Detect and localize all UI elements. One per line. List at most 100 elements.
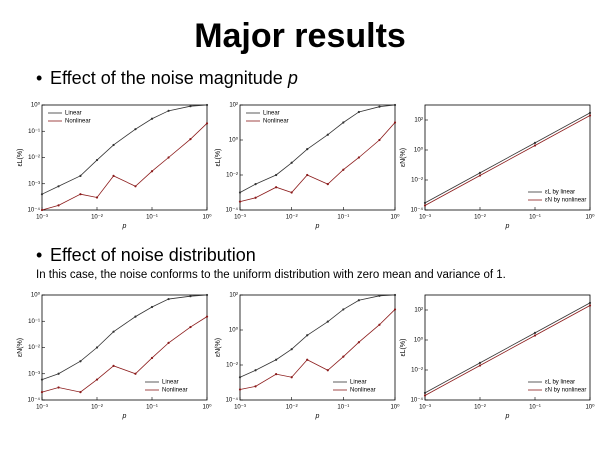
y-tick-label: 10⁻² — [411, 368, 423, 374]
legend-label: εN by nonlinear — [545, 388, 586, 394]
x-tick-label: 10⁻¹ — [529, 405, 541, 411]
data-point — [378, 105, 381, 108]
y-tick-label: 10² — [229, 103, 238, 109]
data-point — [423, 391, 427, 394]
y-axis-label: εN(%) — [17, 338, 24, 357]
x-axis-label: p — [315, 413, 320, 420]
data-point — [393, 293, 397, 297]
x-axis-label: p — [122, 223, 127, 230]
bullet-variable: p — [287, 68, 298, 88]
data-point — [167, 156, 170, 159]
x-tick-label: 10⁰ — [585, 404, 595, 411]
data-point — [533, 331, 537, 334]
data-point — [150, 117, 154, 120]
data-point — [306, 358, 309, 361]
data-point — [342, 121, 345, 124]
x-tick-label: 10⁻¹ — [337, 405, 349, 411]
data-point — [290, 191, 293, 194]
series-line — [41, 123, 208, 211]
y-axis-label: εN(%) — [215, 338, 222, 357]
legend-label: εL by linear — [545, 190, 575, 196]
data-point — [290, 348, 293, 351]
data-point — [275, 186, 278, 189]
y-tick-label: 10⁻² — [28, 345, 40, 351]
y-tick-label: 10⁰ — [31, 292, 41, 299]
x-tick-label: 10⁰ — [585, 214, 595, 221]
x-axis-label: p — [505, 413, 510, 420]
legend-label: Nonlinear — [162, 388, 188, 394]
legend-label: εN by nonlinear — [545, 198, 586, 204]
legend-label: Linear — [162, 380, 179, 386]
y-tick-label: 10⁻⁴ — [411, 397, 424, 404]
data-point — [79, 360, 82, 363]
data-point — [275, 358, 278, 361]
chart: 10⁻³ 10⁻² 10⁻¹ 10⁰10⁻⁴10⁻³10⁻²10⁻¹10⁰pεN(%)… — [17, 292, 212, 420]
data-point — [79, 390, 82, 394]
y-tick-label: 10⁰ — [229, 327, 239, 334]
data-point — [478, 174, 482, 177]
bullet-mark: • — [36, 68, 42, 88]
data-point — [290, 376, 293, 379]
x-tick-label: 10⁰ — [202, 214, 212, 221]
y-tick-label: 10⁻⁴ — [411, 207, 424, 214]
data-point — [378, 323, 381, 326]
bullet-text: Effect of noise distribution — [50, 245, 256, 265]
x-tick-label: 10⁻² — [91, 215, 103, 221]
chart: 10⁻³ 10⁻² 10⁻¹ 10⁰ 10⁻⁴ 10⁻² 10⁰ 10² p εL(%) Linea… — [215, 103, 400, 230]
data-point — [478, 364, 482, 367]
data-point — [238, 191, 242, 194]
plot-frame — [239, 294, 396, 401]
series-line — [424, 112, 591, 204]
data-point — [134, 128, 137, 131]
data-point — [254, 369, 257, 372]
data-point — [150, 356, 154, 360]
y-tick-label: 10⁰ — [414, 147, 424, 154]
series-line — [41, 294, 208, 380]
data-point — [423, 204, 427, 207]
data-point — [378, 138, 381, 142]
data-point — [393, 121, 397, 124]
y-tick-label: 10⁻² — [226, 363, 238, 369]
data-point — [357, 299, 360, 302]
series-line — [239, 294, 396, 378]
data-point — [393, 308, 397, 311]
y-tick-label: 10⁻³ — [28, 371, 40, 377]
legend-label: Nonlinear — [65, 119, 91, 125]
data-point — [112, 143, 115, 147]
x-tick-label: 10⁻² — [474, 405, 486, 411]
legend-label: Nonlinear — [263, 119, 289, 125]
legend-label: εL by linear — [545, 380, 575, 386]
data-point — [189, 138, 192, 141]
x-tick-label: 10⁰ — [390, 214, 400, 221]
y-axis-label: εL(%) — [17, 149, 24, 167]
x-tick-label: 10⁻² — [91, 405, 103, 411]
data-point — [167, 109, 170, 112]
data-point — [189, 295, 192, 298]
data-point — [40, 390, 44, 394]
x-tick-label: 10⁻¹ — [146, 215, 158, 221]
y-tick-label: 10⁰ — [414, 337, 424, 344]
legend-label: Linear — [350, 380, 367, 386]
data-point — [588, 304, 592, 307]
data-point — [57, 185, 60, 188]
data-point — [306, 173, 309, 177]
bullet-mark: • — [36, 245, 42, 265]
y-tick-label: 10⁻³ — [28, 181, 40, 187]
y-tick-label: 10² — [414, 118, 423, 124]
y-tick-label: 10⁻¹ — [28, 129, 40, 135]
legend-label: Nonlinear — [350, 388, 376, 394]
data-point — [205, 293, 209, 297]
data-point — [342, 168, 345, 171]
x-tick-label: 10⁻³ — [419, 215, 431, 221]
data-point — [378, 294, 381, 297]
data-point — [357, 110, 360, 114]
y-tick-label: 10⁻⁴ — [226, 207, 239, 214]
data-point — [57, 204, 60, 207]
y-tick-label: 10⁰ — [229, 137, 239, 144]
data-point — [79, 193, 82, 196]
x-tick-label: 10⁻³ — [419, 405, 431, 411]
chart: 10⁻³ 10⁻² 10⁻¹ 10⁰10⁻⁴10⁻³10⁻²10⁻¹10⁰pεL(%)… — [17, 102, 212, 230]
data-point — [112, 174, 115, 177]
data-point — [189, 105, 192, 108]
